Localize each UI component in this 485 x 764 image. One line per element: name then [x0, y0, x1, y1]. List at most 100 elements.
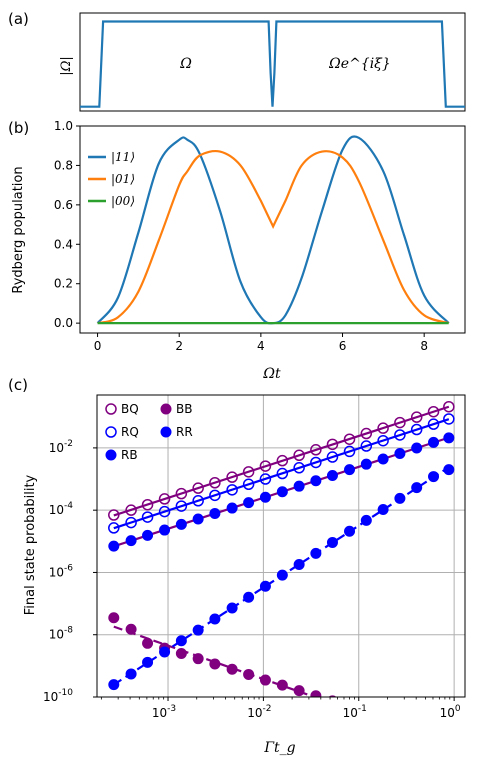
panel-c-legend-label: RQ: [121, 425, 139, 439]
panel-b-ytick-label: 0.6: [54, 198, 73, 212]
panel-b-ytick-label: 0.2: [54, 277, 73, 291]
panel-c-xtick-label: 100: [440, 704, 461, 720]
panel-c-point-bq: [158, 493, 171, 505]
panel-b-xtick-label: 0: [94, 339, 102, 353]
panel-c-point-rr: [428, 471, 440, 483]
panel-c-point-rr: [259, 580, 271, 592]
panel-c-point-bq: [343, 433, 356, 445]
panel-b-legend-label: |01⟩: [111, 172, 135, 186]
panel-c-ytick-exponent: -10: [58, 688, 73, 698]
panel-c-point-rr: [443, 464, 455, 476]
panel-c-point-rb: [209, 508, 221, 520]
panel-c-point-bb: [226, 663, 238, 675]
panel-c-point-rr: [326, 536, 338, 548]
panel-c-point-bb: [108, 612, 120, 624]
panel-c-point-rb: [243, 497, 255, 509]
panel-c-point-bq: [443, 400, 455, 413]
panel-c-point-rq: [293, 462, 305, 474]
panel-c-point-rr: [310, 547, 322, 559]
panel-a-rabi-amplitude-line: [80, 20, 465, 108]
panel-c-point-bq: [108, 509, 120, 521]
panel-c-point-bq: [226, 471, 238, 483]
panel-b-legend-label: |11⟩: [111, 150, 135, 164]
panel-c-ytick-label: 10-4: [49, 501, 74, 517]
panel-b-line-11: [96, 135, 450, 325]
panel-c-point-rr: [344, 525, 356, 537]
panel-c-point-rb: [377, 453, 389, 465]
panel-c-point-rr: [192, 624, 204, 636]
panel-c-point-rq: [310, 456, 322, 469]
panel-c-point-bq: [410, 411, 423, 423]
panel-c-legend-marker: [105, 449, 117, 461]
panel-c-point-rb: [142, 529, 154, 541]
panel-c-point-rq: [125, 516, 137, 529]
panel-c-point-bq: [209, 476, 221, 489]
panel-c-point-rb: [125, 535, 137, 547]
panel-a-label: (a): [8, 10, 29, 28]
panel-c-point-rq: [242, 478, 255, 491]
panel-c-point-rr: [360, 514, 372, 526]
panel-c-point-rb: [360, 458, 372, 470]
panel-c-point-bq: [259, 460, 272, 472]
panel-b: 0 2 4 6 8 0.0 0.2 0.4 0.6 0.8 1.0 |11⟩ |01⟩ |00⟩ Ryd…: [11, 119, 466, 382]
panel-c-point-rr: [125, 668, 137, 680]
panel-a-ylabel: |Ω|: [59, 56, 74, 76]
panel-c-legend-label: RB: [121, 448, 138, 462]
panel-c-point-rb: [159, 524, 171, 536]
panel-c-point-rb: [411, 442, 423, 454]
panel-c-point-bb: [125, 623, 137, 635]
panel-c-point-rr: [175, 635, 187, 647]
panel-c-point-rq: [394, 429, 406, 441]
panel-c-point-bq: [427, 405, 440, 418]
panel-b-line-01: [97, 149, 450, 325]
panel-c-point-rq: [158, 505, 171, 518]
panel-c-point-bq: [175, 487, 188, 500]
panel-c: 10-3 10-2 10-1 100 10-10 10-8 10-6 10-4 10-2 BQ R…: [23, 394, 466, 756]
panel-b-ytick-label: 0.8: [54, 158, 73, 172]
panel-c-point-rb: [428, 436, 440, 448]
panel-b-xtick-label: 2: [175, 339, 183, 353]
panel-c-point-bb: [192, 653, 204, 665]
panel-c-frame: [96, 394, 466, 698]
panel-a-annotation-omega: Ω: [179, 56, 192, 72]
panel-b-ytick-label: 0.0: [54, 316, 73, 330]
panel-a-frame: [79, 12, 466, 112]
panel-c-point-rb: [326, 469, 338, 481]
panel-c-point-rr: [108, 679, 120, 691]
panel-c-label: (c): [8, 376, 28, 394]
panel-c-xlabel: Γt_g: [263, 740, 295, 756]
panel-b-ylabel: Rydberg population: [11, 166, 26, 293]
panel-c-point-rq: [377, 434, 389, 447]
panel-c-xtick-exponent: -2: [263, 704, 272, 714]
panel-c-xtick-exponent: -3: [167, 704, 176, 714]
panel-b-frame: [79, 125, 466, 334]
panel-c-point-bb: [259, 674, 271, 686]
panel-c-point-rb: [192, 513, 204, 525]
panel-c-point-bq: [242, 466, 255, 478]
panel-b-ytick-label: 1.0: [54, 119, 73, 133]
panel-c-xtick-label: 10-1: [343, 704, 367, 720]
panel-c-point-rq: [343, 445, 356, 458]
panel-c-point-rb: [344, 464, 356, 476]
panel-c-point-rr: [142, 656, 154, 668]
panel-c-point-rr: [293, 559, 305, 571]
panel-a: |Ω| Ω Ωe^{iξ}: [59, 12, 466, 112]
panel-c-point-bb: [175, 647, 187, 659]
panel-c-legend-marker: [105, 403, 117, 415]
panel-c-point-rb: [394, 448, 406, 460]
panel-c-ytick-label: 10-8: [49, 626, 74, 642]
panel-c-point-rb: [443, 432, 455, 444]
panel-c-point-rr: [377, 504, 389, 516]
panel-b-xtick-label: 4: [257, 339, 265, 353]
panel-c-ytick-exponent: -8: [64, 626, 73, 636]
panel-c-point-bb: [142, 637, 154, 649]
panel-b-xtick-label: 8: [420, 339, 428, 353]
panel-c-xtick-exponent: -1: [358, 704, 367, 714]
panel-c-point-bb: [310, 690, 322, 697]
panel-c-legend-marker: [105, 426, 117, 438]
panel-c-point-bq: [360, 427, 373, 440]
panel-c-point-rq: [410, 423, 423, 436]
panel-c-xtick-exponent: 0: [455, 704, 461, 714]
panel-c-point-rq: [360, 440, 373, 452]
